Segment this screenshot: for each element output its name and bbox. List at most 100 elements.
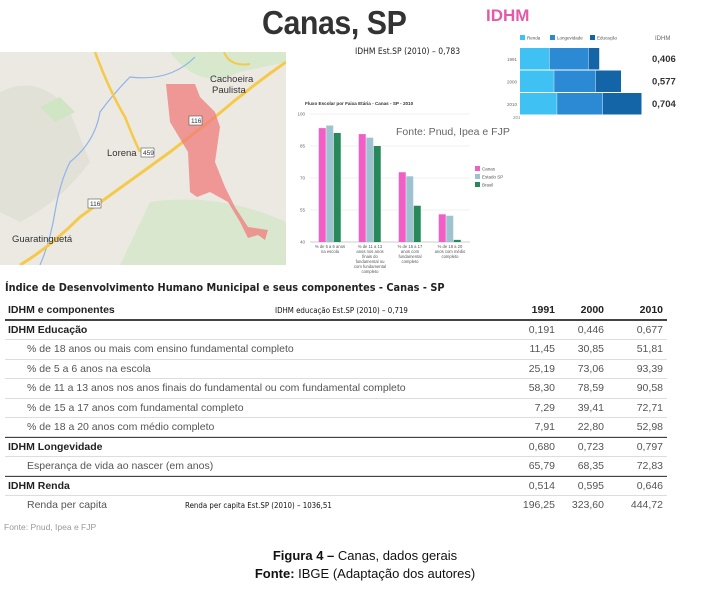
row-value: 196,25 [522,498,555,511]
legend-label: Renda [527,36,541,41]
row-value: 58,30 [528,382,555,395]
caption-source-label: Fonte: [254,566,295,581]
bar-brasil [413,205,421,242]
page-title: Canas, SP [262,4,407,41]
row-value: 0,680 [528,441,555,454]
x-tick-label: completo [402,259,420,264]
caption-source-text: IBGE (Adaptação dos autores) [294,566,476,581]
map-label-paulista: Paulista [212,85,247,96]
bar-canas [358,134,366,242]
row-value: 0,446 [577,324,604,336]
note-educacao-sp: IDHM educação Est.SP (2010) – 0,719 [275,306,408,315]
bar-brasil [333,132,341,242]
idhm-table: Índice de Desenvolvimento Humano Municip… [5,282,667,515]
x-tick-label: % de 11 a 13 [358,244,383,249]
school-flow-chart: Fluxo Escolar por Faixa Etária - Canas -… [297,101,520,274]
location-map: Cachoeira Paulista Lorena Guaratinguetá … [0,52,286,265]
y-tick-label: 55 [300,208,306,213]
x-tick-label: completo [442,254,460,259]
bar-renda [520,70,554,92]
bar-longevidade [549,48,589,70]
figure-caption: Figura 4 – Canas, dados gerais Fonte: IB… [0,547,704,583]
row-value: 30,85 [577,343,604,356]
row-label: IDHM Renda [8,480,70,493]
note-renda-sp: Renda per capita Est.SP (2010) – 1036,51 [185,500,332,510]
legend-swatch [590,35,595,40]
table-row: % de 18 a 20 anos com médio completo 7,91… [5,418,667,438]
bar-estado-sp [326,125,334,242]
x-tick-label: anos nos anos [356,249,383,254]
row-value: 39,41 [577,401,604,414]
row-value: 0,595 [577,480,604,493]
table-row: % de 18 anos ou mais com ensino fundamen… [5,340,667,360]
legend-swatch [550,35,555,40]
header-year: 2000 [580,304,604,316]
chart-source-note: Fonte: Pnud, Ipea e FJP [396,126,510,138]
y-tick-label: 100 [297,112,305,117]
row-value: 72,71 [636,401,663,414]
bar-canas [438,214,446,242]
bar-renda [520,48,550,70]
y-tick-label: 40 [300,240,306,245]
legend-swatch [475,182,480,187]
bar-renda [520,93,557,115]
bar-brasil [453,239,461,242]
table-row: % de 15 a 17 anos com fundamental comple… [5,399,667,418]
row-value: 7,29 [534,401,555,414]
map-label-cachoeira: Cachoeira [210,74,254,85]
row-label: % de 18 a 20 anos com médio completo [27,420,215,433]
x-tick-label: anos com [401,249,420,254]
row-label: Esperança de vida ao nascer (em anos) [27,459,214,472]
chart-title: Fluxo Escolar por Faixa Etária - Canas -… [305,101,414,106]
bar-canas [318,128,326,242]
row-value: 11,45 [529,343,556,356]
row-value: 72,83 [636,459,663,472]
header-year: 1991 [531,304,555,316]
year-label: 2010 [507,102,518,107]
table-row: % de 11 a 13 anos nos anos finais do fun… [5,379,667,399]
bar-educacao [588,48,600,70]
caption-figure-label: Figura 4 – [272,548,335,563]
row-label: % de 15 a 17 anos com fundamental comple… [27,401,244,414]
row-value: 0,191 [528,324,555,336]
idhm-sp-note: IDHM Est.SP (2010) – 0,783 [355,47,461,57]
legend-swatch [520,35,525,40]
table-row: Esperança de vida ao nascer (em anos) 65,… [5,457,667,477]
x-tick-label: fundamental ou [356,259,386,264]
road-shield-116: 116 [90,201,101,208]
header-year: 2010 [639,304,663,316]
year-label: 2000 [507,80,518,85]
row-value: 22,80 [577,420,604,433]
row-label: IDHM Longevidade [8,441,103,454]
row-value: 65,79 [528,459,555,472]
row-value: 7,91 [534,420,555,433]
row-value: 90,58 [636,382,663,395]
row-value: 73,06 [577,362,604,375]
row-value: 323,60 [571,498,604,511]
x-tick-label: fundamental [398,254,421,259]
row-value: 25,19 [528,362,555,375]
x-tick-label: com fundamental [354,264,386,269]
bar-educacao [595,70,622,92]
caption-figure-text: Canas, dados gerais [334,548,458,563]
bar-estado-sp [446,215,454,242]
bar-longevidade [557,93,603,115]
legend-label: Canas [482,167,496,172]
row-value: 444,72 [630,498,663,511]
row-label: % de 5 a 6 anos na escola [27,362,151,375]
x-tick-label: % de 5 a 6 anos [315,244,345,249]
table-row: IDHM Educação 0,191 0,446 0,677 [5,321,667,341]
y-tick-label: 70 [300,176,306,181]
legend-swatch [475,174,480,179]
x-tick-label: na escola [321,249,340,254]
row-value: 0,723 [577,441,604,454]
table-header: IDHM e componentes IDHM educação Est.SP … [5,300,667,321]
legend-label: Estado SP [482,175,503,180]
table-row: IDHM Renda 0,514 0,595 0,646 [5,476,667,496]
row-label: IDHM Educação [8,324,88,336]
row-label: % de 18 anos ou mais com ensino fundamen… [27,343,294,356]
bar-estado-sp [366,137,374,242]
bar-estado-sp [406,176,414,242]
map-label-guaratingueta: Guaratinguetá [12,234,73,245]
road-shield-116: 116 [191,118,202,125]
